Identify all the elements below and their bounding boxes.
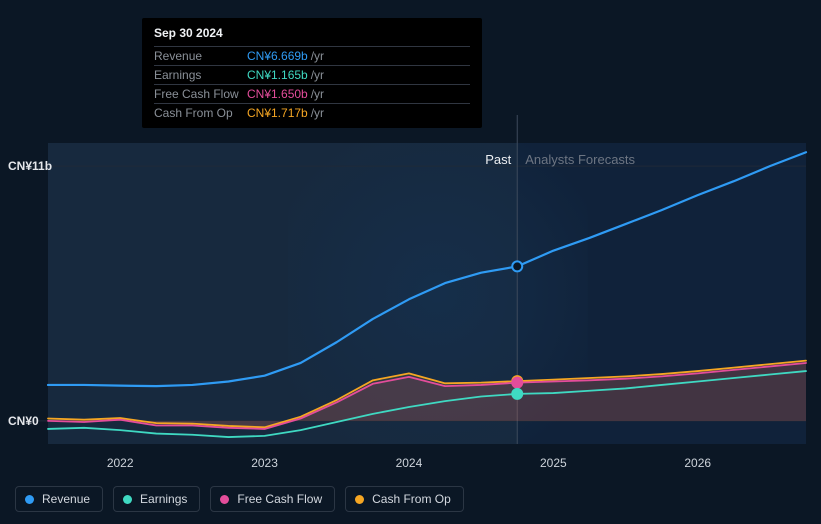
y-axis-label: CN¥0 (8, 414, 39, 428)
hover-marker-earnings (512, 389, 522, 399)
tooltip-row-label: Cash From Op (154, 106, 247, 120)
tooltip-row-unit: /yr (311, 49, 324, 63)
tooltip-row: RevenueCN¥6.669b/yr (154, 46, 470, 65)
tooltip-row: EarningsCN¥1.165b/yr (154, 65, 470, 84)
tooltip-row-value: CN¥1.650b (247, 87, 308, 101)
x-axis-label: 2022 (107, 456, 134, 470)
tooltip-row: Cash From OpCN¥1.717b/yr (154, 103, 470, 122)
legend-swatch (355, 495, 364, 504)
legend-item-cfo[interactable]: Cash From Op (345, 486, 464, 512)
legend-label: Earnings (140, 492, 187, 506)
tooltip-row-value: CN¥1.165b (247, 68, 308, 82)
tooltip-row-label: Free Cash Flow (154, 87, 247, 101)
legend-swatch (25, 495, 34, 504)
legend-label: Cash From Op (372, 492, 451, 506)
tooltip-row-value: CN¥1.717b (247, 106, 308, 120)
x-axis-label: 2026 (684, 456, 711, 470)
x-axis-label: 2024 (396, 456, 423, 470)
y-axis-label: CN¥11b (8, 159, 52, 173)
legend-swatch (123, 495, 132, 504)
legend-label: Revenue (42, 492, 90, 506)
tooltip-row-label: Earnings (154, 68, 247, 82)
hover-marker-revenue (512, 261, 522, 271)
tooltip-row-value: CN¥6.669b (247, 49, 308, 63)
chart-legend: Revenue Earnings Free Cash Flow Cash From O… (15, 486, 464, 512)
x-axis-label: 2025 (540, 456, 567, 470)
tooltip-row-label: Revenue (154, 49, 247, 63)
legend-item-fcf[interactable]: Free Cash Flow (210, 486, 335, 512)
chart-tooltip: Sep 30 2024 RevenueCN¥6.669b/yrEarningsC… (142, 18, 482, 128)
legend-swatch (220, 495, 229, 504)
region-label-forecast: Analysts Forecasts (525, 152, 635, 167)
legend-label: Free Cash Flow (237, 492, 322, 506)
tooltip-row-unit: /yr (311, 68, 324, 82)
legend-item-revenue[interactable]: Revenue (15, 486, 103, 512)
region-label-past: Past (485, 152, 511, 167)
tooltip-title: Sep 30 2024 (154, 26, 470, 44)
hover-marker-fcf (512, 378, 522, 388)
x-axis-label: 2023 (251, 456, 278, 470)
tooltip-row-unit: /yr (311, 87, 324, 101)
legend-item-earnings[interactable]: Earnings (113, 486, 200, 512)
tooltip-row: Free Cash FlowCN¥1.650b/yr (154, 84, 470, 103)
tooltip-row-unit: /yr (311, 106, 324, 120)
